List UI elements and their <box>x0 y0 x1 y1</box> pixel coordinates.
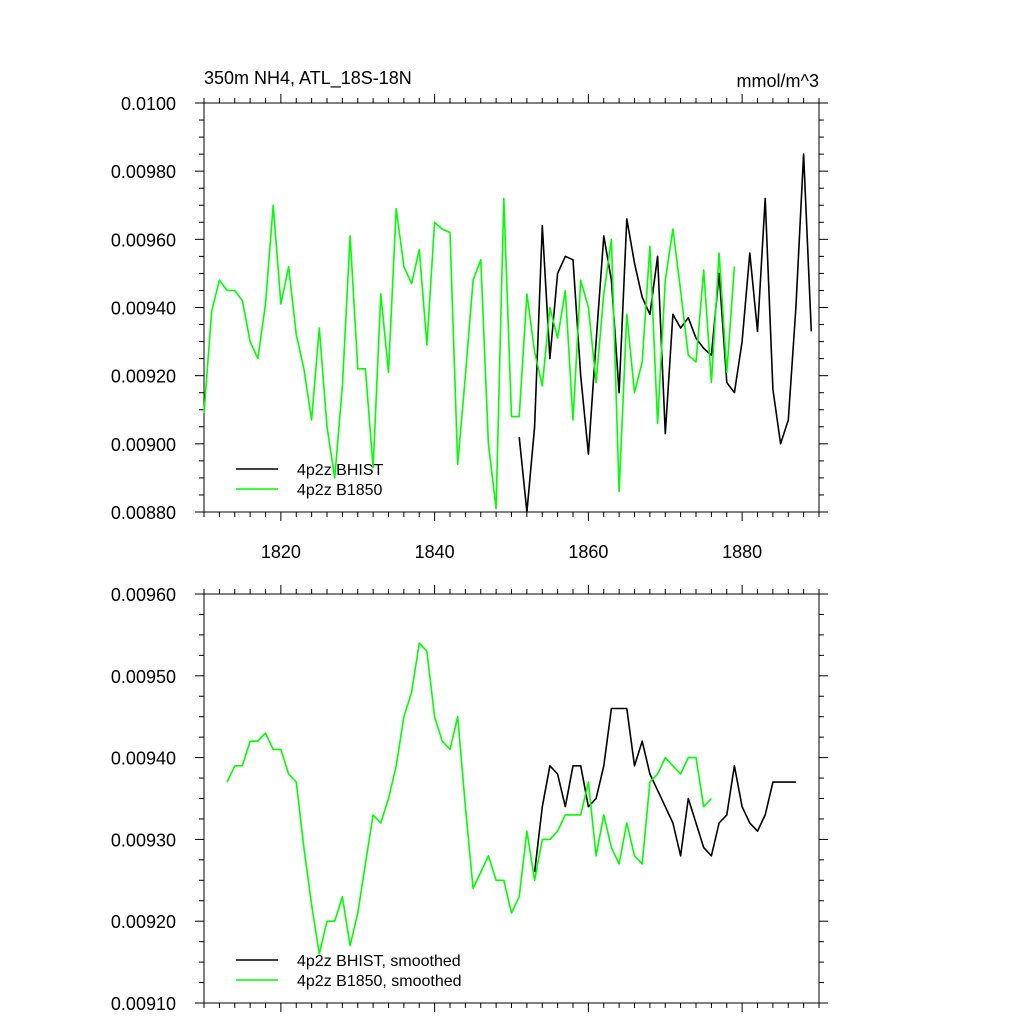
y-tick-label: 0.00960 <box>111 230 176 250</box>
series-line-1 <box>226 642 712 955</box>
y-tick-label: 0.00880 <box>111 503 176 523</box>
plot-frame-bottom <box>203 593 820 1004</box>
x-tick-label: 1880 <box>722 542 762 562</box>
bottom-panel: 0.00910 0.00920 0.00930 0.00940 0.00950 0.009… <box>111 585 828 1014</box>
series-line-0 <box>533 707 796 873</box>
chart-title: 350m NH4, ATL_18S-18N <box>204 68 412 89</box>
y-tick-label: 0.00920 <box>111 367 176 387</box>
y-tick-label: 0.00920 <box>111 912 176 932</box>
units-label: mmol/m^3 <box>737 71 819 91</box>
legend-label: 4p2z BHIST <box>297 462 383 479</box>
series-line-1 <box>203 197 736 510</box>
plot-frame-top <box>203 102 820 513</box>
series-line-0 <box>518 153 813 513</box>
legend-label: 4p2z BHIST, smoothed <box>297 953 461 970</box>
y-tick-label: 0.00900 <box>111 435 176 455</box>
top-panel: 350m NH4, ATL_18S-18N mmol/m^3 1820 1840 1… <box>111 68 828 562</box>
y-tick-label: 0.00980 <box>111 162 176 182</box>
y-tick-label: 0.00930 <box>111 830 176 850</box>
legend-label: 4p2z B1850 <box>297 482 383 499</box>
y-tick-label: 0.00940 <box>111 749 176 769</box>
x-tick-label: 1860 <box>568 542 608 562</box>
legend-label: 4p2z B1850, smoothed <box>297 973 462 990</box>
x-tick-label: 1840 <box>415 542 455 562</box>
y-tick-label: 0.00940 <box>111 299 176 319</box>
y-tick-label: 0.00960 <box>111 585 176 605</box>
y-tick-label: 0.00910 <box>111 994 176 1014</box>
y-tick-label: 0.00950 <box>111 667 176 687</box>
x-tick-label: 1820 <box>261 542 301 562</box>
y-tick-label: 0.0100 <box>121 94 176 114</box>
